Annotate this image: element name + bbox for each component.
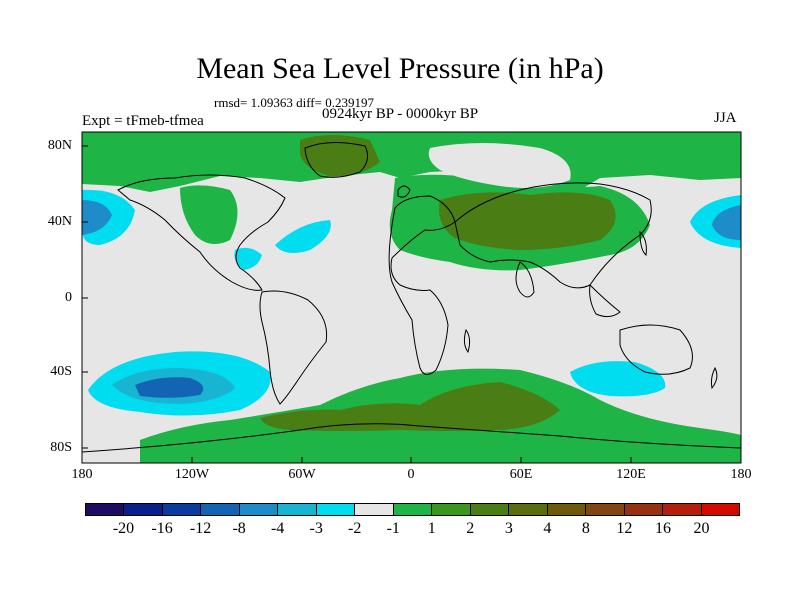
greenland-coast [304,142,369,178]
siberia-high-anomaly [428,143,571,188]
southern-ocean-strong-anomaly [260,382,560,431]
colorbar-label: 3 [504,520,513,537]
colorbar-swatch [547,504,587,515]
axis-ticks [81,145,742,463]
colorbar-swatch [624,504,664,515]
colorbar-label: 8 [581,520,590,537]
lat-label-40s: 40S [50,364,72,379]
time-period-label: 0924kyr BP - 0000kyr BP [322,106,479,122]
lon-label-180-east: 180 [730,467,752,482]
colorbar-label: 20 [693,520,710,537]
rmsd-diff-stats: rmsd= 1.09363 diff= 0.239197 [214,95,374,110]
colorbar-swatch [355,504,394,515]
lon-label-180-west: 180 [71,467,93,482]
north-america-coast [117,174,286,291]
map-title: Mean Sea Level Pressure (in hPa) [196,52,604,85]
mid-atlantic-low [275,220,331,254]
north-atlantic-positive-anomaly [180,185,238,244]
colorbar-swatch [509,504,548,515]
colorbar-swatch [470,504,510,515]
australia-coast [619,324,693,375]
antarctica-coast [82,423,741,453]
lat-label-0: 0 [65,290,72,305]
lat-label-40n: 40N [47,214,72,229]
lat-label-80s: 80S [50,440,72,455]
asia-coast [454,182,652,289]
colorbar-swatch [393,504,433,515]
season-label: JJA [714,110,737,126]
madagascar-coast [463,328,471,354]
colorbar-label: 2 [466,520,475,537]
asia-strong-anomaly [439,192,616,250]
uk-coast [397,185,411,198]
lon-label-60w: 60W [288,467,316,482]
colorbar-swatch [316,504,356,515]
colorbar-swatch [124,504,163,515]
lon-label-120w: 120W [174,467,210,482]
colorbar-label: -2 [348,520,362,537]
colorbar-label: -3 [309,520,323,537]
colorbar-swatch [586,504,625,515]
colorbar-label: -1 [386,520,400,537]
new-zealand-coast [710,366,718,390]
colorbar-swatch [278,504,317,515]
pressure-anomaly-field [82,132,741,463]
lon-label-0: 0 [407,467,415,482]
experiment-label: Expt = tFmeb-tfmea [82,113,204,129]
colorbar-swatch [162,504,202,515]
colorbar-label: -8 [232,520,246,537]
japan-coast [639,230,647,256]
colorbar-label: -4 [270,520,285,537]
colorbar-label: 12 [616,520,633,537]
arctic-positive-anomaly [82,132,741,195]
colorbar-label: 16 [654,520,671,537]
lat-label-80n: 80N [47,138,72,153]
colorbar-label: -20 [112,520,135,537]
north-pacific-east-core [712,205,741,240]
colorbar-swatch [201,504,240,515]
lon-label-60e: 60E [509,467,533,482]
south-america-coast [259,290,328,405]
gulf-low [234,247,262,270]
north-pacific-west-core [82,200,112,235]
south-pacific-low-core [135,377,204,398]
colorbar-swatch [701,504,739,515]
colorbar-label: -12 [189,520,212,537]
colorbar-label: 4 [543,520,552,537]
lon-label-120e: 120E [616,467,646,482]
colorbar-swatch [239,504,279,515]
colorbar-swatch [663,504,702,515]
india-coast [515,261,535,298]
colorbar [85,503,740,516]
colorbar-swatch [86,504,125,515]
coastlines [82,142,741,453]
southeast-asia-coast [589,283,621,318]
colorbar-label: -16 [151,520,173,537]
colorbar-swatch [432,504,471,515]
colorbar-label: 1 [427,520,436,537]
